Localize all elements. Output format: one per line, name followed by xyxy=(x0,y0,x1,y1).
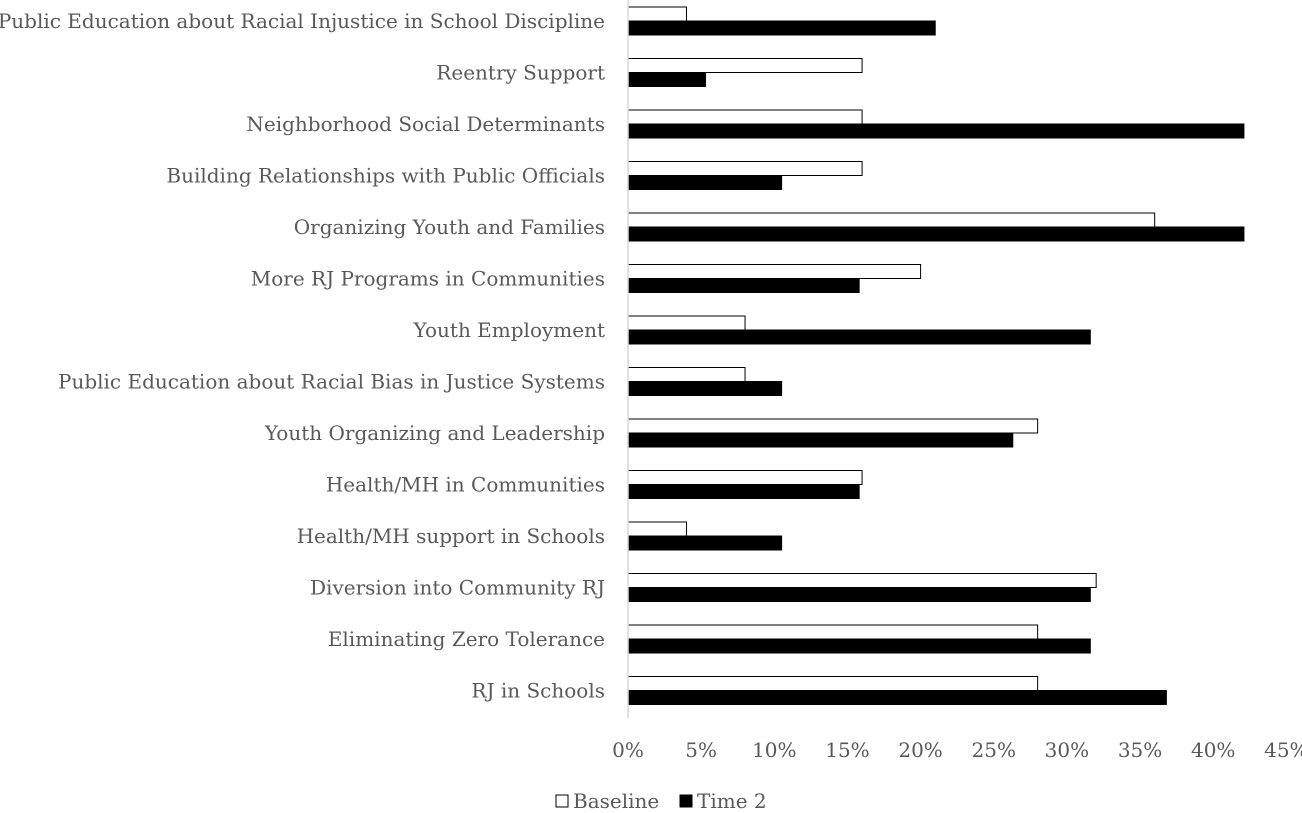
baseline-bar xyxy=(627,367,746,382)
time2-bar xyxy=(627,20,936,36)
baseline-bar xyxy=(627,418,1039,434)
time2-bar xyxy=(627,175,783,190)
baseline-bar xyxy=(627,109,863,125)
baseline-bar xyxy=(627,573,1097,588)
x-tick-label: 45% xyxy=(1264,738,1302,762)
time2-bar xyxy=(627,72,707,87)
baseline-bar xyxy=(627,676,1039,691)
category-label: Diversion into Community RJ xyxy=(310,576,605,600)
baseline-bar xyxy=(627,161,863,176)
x-tick-label: 30% xyxy=(1045,738,1089,762)
baseline-bar xyxy=(627,264,922,279)
x-tick-labels: 0% 5% 10% 15% 20% 25% 30% 35% 40% 45% xyxy=(612,738,1302,762)
legend-swatch-baseline xyxy=(555,794,569,808)
time2-bar xyxy=(627,278,860,293)
time2-bar xyxy=(627,329,1091,345)
category-label: Reentry Support xyxy=(436,61,605,85)
category-label: Neighborhood Social Determinants xyxy=(246,112,605,136)
category-label: Eliminating Zero Tolerance xyxy=(328,627,605,651)
x-tick-label: 35% xyxy=(1118,738,1162,762)
baseline-bar xyxy=(627,212,1156,228)
time2-bar xyxy=(627,432,1014,448)
time2-bar xyxy=(627,226,1245,242)
category-labels: Public Education about Racial Injustice … xyxy=(0,9,605,703)
category-label: Public Education about Racial Bias in Ju… xyxy=(58,370,605,394)
category-label: RJ in Schools xyxy=(471,679,605,703)
time2-bar xyxy=(627,535,783,551)
baseline-bar xyxy=(627,58,863,73)
category-label: Health/MH in Communities xyxy=(326,473,605,497)
time2-bar xyxy=(627,690,1167,705)
x-tick-label: 25% xyxy=(972,738,1016,762)
category-label: Building Relationships with Public Offic… xyxy=(166,164,605,188)
x-tick-label: 5% xyxy=(685,738,717,762)
time2-bar xyxy=(627,587,1091,602)
x-tick-label: 20% xyxy=(898,738,942,762)
time2-bar xyxy=(627,123,1245,139)
category-label: Public Education about Racial Injustice … xyxy=(0,9,605,33)
category-label: Health/MH support in Schools xyxy=(297,524,605,548)
category-label: Organizing Youth and Families xyxy=(294,215,605,239)
x-tick-label: 15% xyxy=(825,738,869,762)
legend-label-baseline: Baseline xyxy=(573,789,659,813)
legend-label-time2: Time 2 xyxy=(697,789,767,813)
bars xyxy=(627,6,1245,705)
baseline-bar xyxy=(627,624,1039,640)
time2-bar xyxy=(627,638,1091,654)
time2-bar xyxy=(627,381,783,396)
baseline-bar xyxy=(627,470,863,485)
x-tick-label: 10% xyxy=(752,738,796,762)
baseline-bar xyxy=(627,6,688,22)
legend: Baseline Time 2 xyxy=(555,789,767,813)
baseline-bar xyxy=(627,315,746,331)
x-tick-label: 0% xyxy=(612,738,644,762)
category-label: Youth Organizing and Leadership xyxy=(264,421,605,445)
legend-swatch-time2 xyxy=(679,794,693,808)
category-label: Youth Employment xyxy=(413,318,605,342)
category-label: More RJ Programs in Communities xyxy=(251,267,605,291)
x-tick-label: 40% xyxy=(1191,738,1235,762)
baseline-bar xyxy=(627,521,688,537)
time2-bar xyxy=(627,484,860,499)
